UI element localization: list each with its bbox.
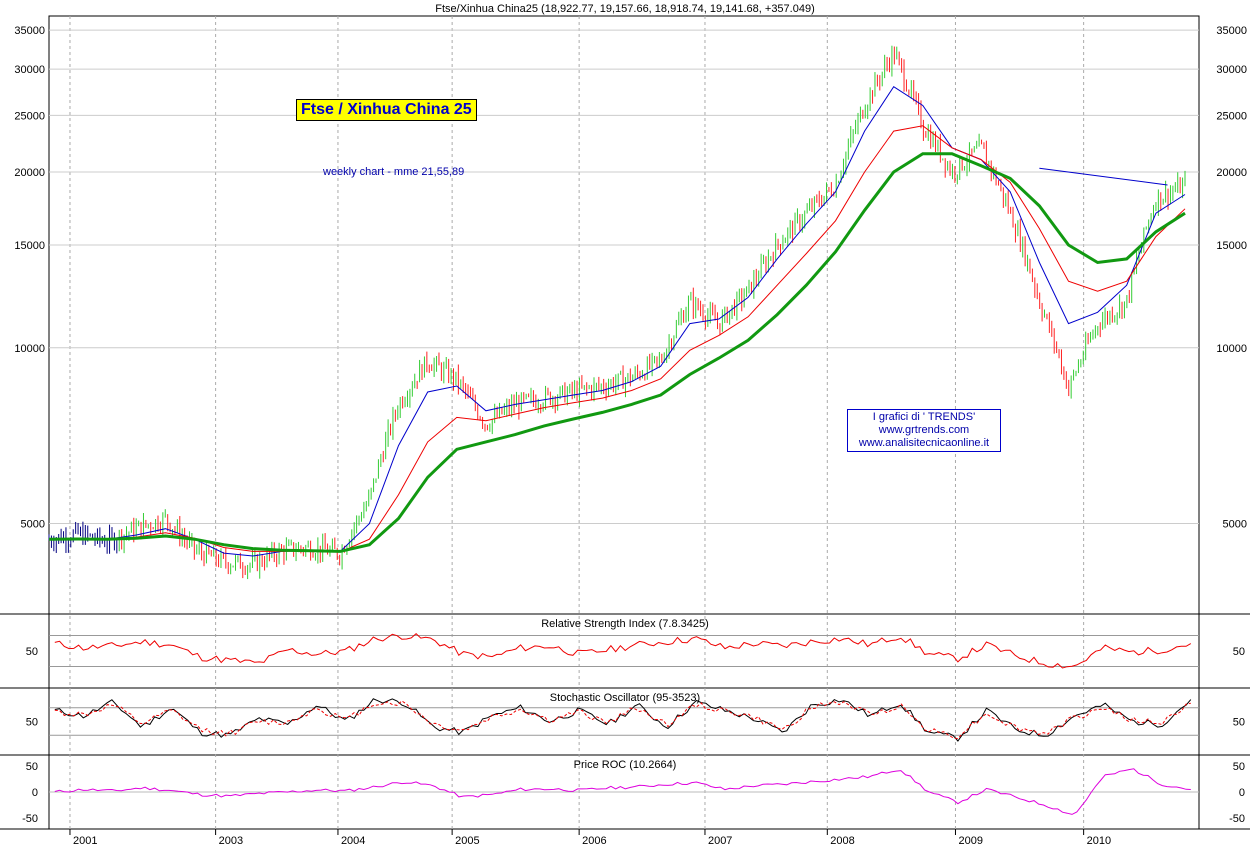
osc-y-tick-left: -50 xyxy=(22,813,38,825)
x-tick-label: 2007 xyxy=(708,835,732,847)
x-tick-label: 2008 xyxy=(830,835,854,847)
y-tick-label-left: 30000 xyxy=(14,64,45,76)
y-tick-label-right: 5000 xyxy=(1223,519,1247,531)
chart-header-ohlc: Ftse/Xinhua China25 (18,922.77, 19,157.6… xyxy=(435,3,815,15)
osc-y-tick-left: 0 xyxy=(32,787,38,799)
y-tick-label-right: 10000 xyxy=(1216,343,1247,355)
y-tick-label-right: 35000 xyxy=(1216,25,1247,37)
-k-line xyxy=(54,698,1192,742)
credit-box: I grafici di ' TRENDS' www.grtrends.com … xyxy=(847,409,1001,452)
ma55-line xyxy=(48,125,1186,553)
x-tick-label: 2010 xyxy=(1087,835,1111,847)
osc-y-tick-right: 50 xyxy=(1233,646,1245,658)
x-tick-label: 2004 xyxy=(341,835,365,847)
osc-y-tick-left: 50 xyxy=(26,646,38,658)
resistance-trendline xyxy=(1039,167,1168,186)
osc-y-tick-left: 50 xyxy=(26,717,38,729)
x-tick-label: 2003 xyxy=(219,835,243,847)
plot-frame xyxy=(48,15,1200,830)
panel-title: Relative Strength Index (7.8.3425) xyxy=(541,618,709,630)
x-tick-label: 2005 xyxy=(455,835,479,847)
osc-y-tick-right: 50 xyxy=(1233,717,1245,729)
chart-subtitle: weekly chart - mme 21,55,89 xyxy=(323,166,465,178)
roc-line xyxy=(54,768,1191,815)
credit-line-2: www.grtrends.com xyxy=(878,424,970,436)
y-tick-label-right: 15000 xyxy=(1216,240,1247,252)
osc-y-tick-left: 50 xyxy=(26,761,38,773)
x-tick-label: 2009 xyxy=(958,835,982,847)
osc-y-tick-right: 50 xyxy=(1233,761,1245,773)
y-tick-label-left: 15000 xyxy=(14,240,45,252)
rsi-line xyxy=(54,633,1192,669)
y-tick-label-right: 25000 xyxy=(1216,110,1247,122)
y-tick-label-right: 20000 xyxy=(1216,167,1247,179)
y-tick-label-left: 10000 xyxy=(14,343,45,355)
-d-line xyxy=(54,700,1191,740)
y-tick-label-left: 5000 xyxy=(21,519,45,531)
ma89-line xyxy=(48,152,1186,553)
ma21-line xyxy=(48,86,1186,557)
osc-y-tick-right: -50 xyxy=(1229,813,1245,825)
credit-line-3: www.analisitecnicaonline.it xyxy=(858,437,990,449)
panel-title: Stochastic Oscillator (95-3523) xyxy=(550,692,700,704)
panel-title: Price ROC (10.2664) xyxy=(574,759,677,771)
credit-line-1: I grafici di ' TRENDS' xyxy=(872,411,976,423)
y-tick-label-right: 30000 xyxy=(1216,64,1247,76)
x-tick-label: 2006 xyxy=(582,835,606,847)
y-tick-label-left: 35000 xyxy=(14,25,45,37)
chart-title-box: Ftse / Xinhua China 25 xyxy=(296,99,477,121)
y-tick-label-left: 20000 xyxy=(14,167,45,179)
x-tick-label: 2001 xyxy=(73,835,97,847)
osc-y-tick-right: 0 xyxy=(1239,787,1245,799)
y-tick-label-left: 25000 xyxy=(14,110,45,122)
